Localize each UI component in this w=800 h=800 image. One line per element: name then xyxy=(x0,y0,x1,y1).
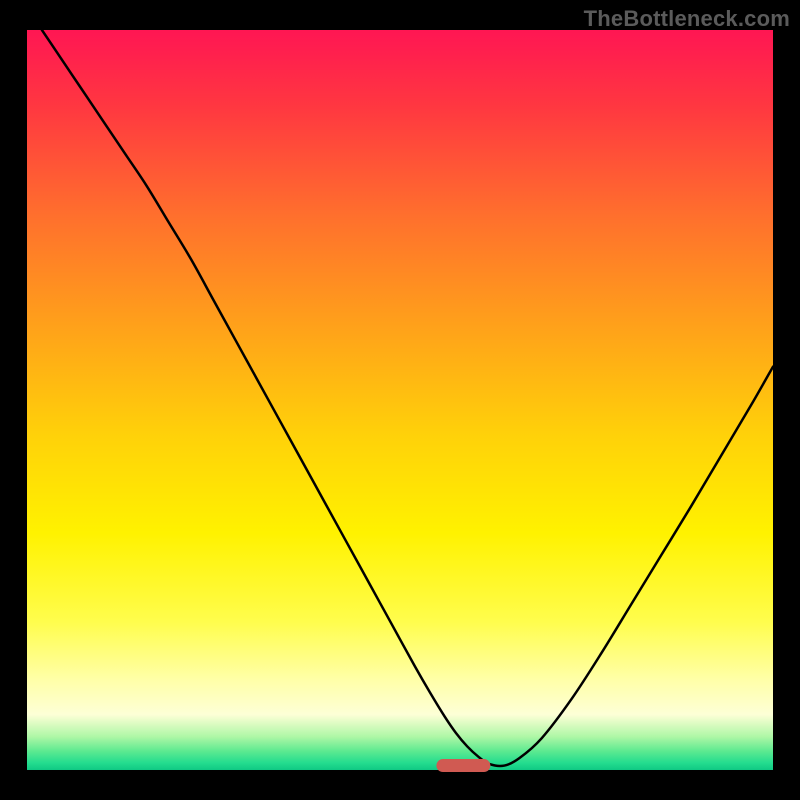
plot-background-gradient xyxy=(27,30,773,770)
plot-area xyxy=(27,30,773,772)
optimal-marker xyxy=(436,759,490,772)
bottleneck-chart xyxy=(0,0,800,800)
watermark-text: TheBottleneck.com xyxy=(584,6,790,32)
chart-container: TheBottleneck.com xyxy=(0,0,800,800)
